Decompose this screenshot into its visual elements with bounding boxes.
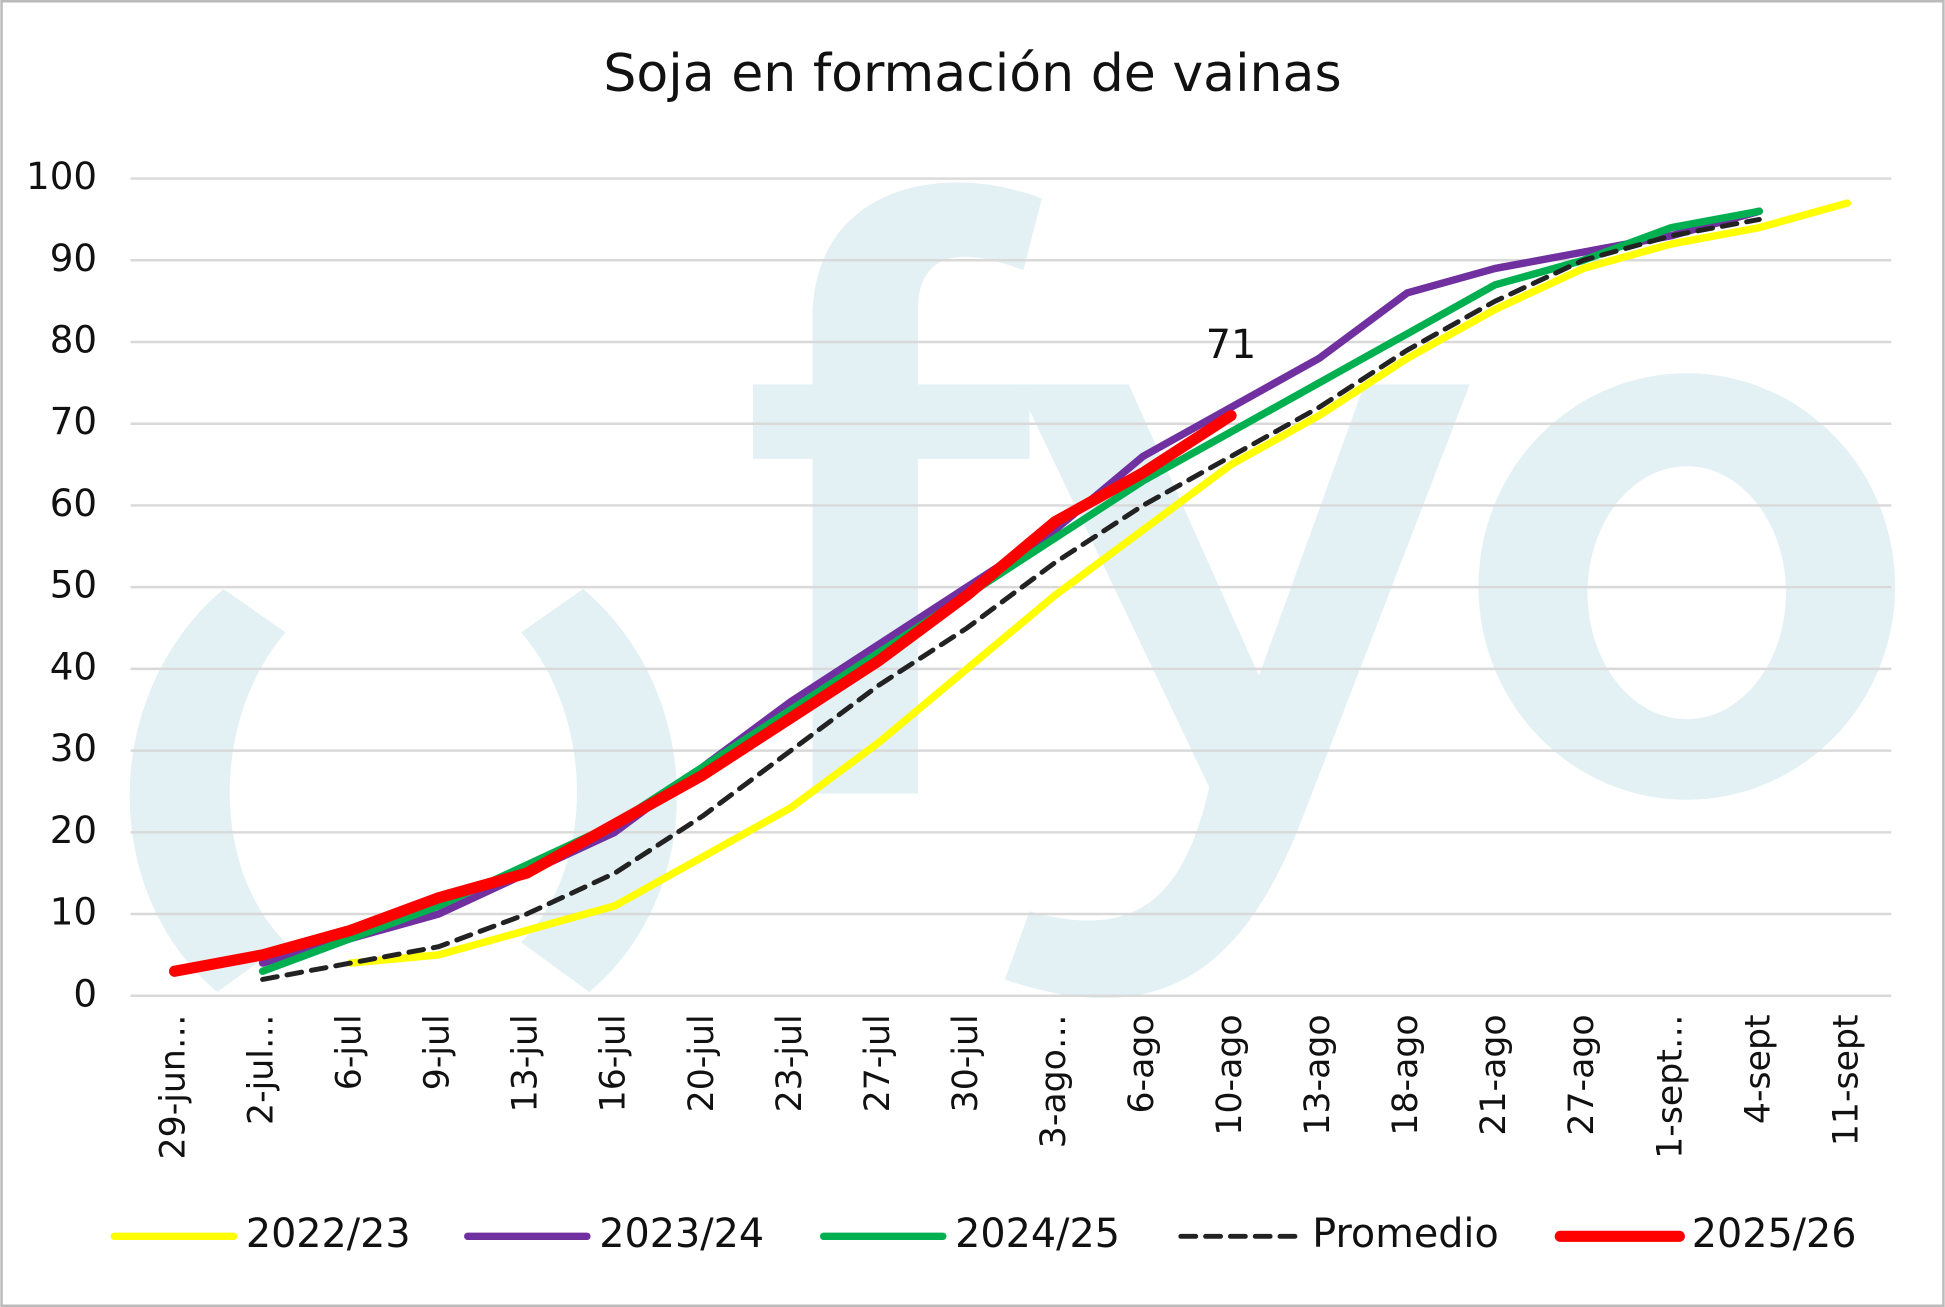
legend-label: 2023/24	[599, 1211, 764, 1257]
legend-label: 2024/25	[955, 1211, 1120, 1257]
watermark-hole	[1587, 466, 1786, 720]
legend-label: 2025/26	[1692, 1211, 1857, 1257]
chart-title: Soja en formación de vainas	[603, 44, 1341, 104]
series-line	[260, 216, 1762, 982]
x-tick-label: 11-sept	[1826, 1014, 1866, 1146]
y-tick-label: 60	[50, 481, 97, 525]
x-tick-label: 4-sept	[1738, 1014, 1778, 1124]
y-tick-label: 50	[50, 563, 97, 607]
x-tick-label: 27-ago	[1562, 1014, 1602, 1135]
x-tick-label: 6-jul	[330, 1014, 370, 1090]
y-tick-label: 10	[50, 890, 97, 934]
x-tick-label: 3-ago…	[1034, 1014, 1074, 1148]
y-tick-label: 70	[50, 399, 97, 443]
x-tick-label: 13-jul	[506, 1014, 546, 1112]
x-tick-label: 9-jul	[418, 1014, 458, 1090]
y-tick-label: 0	[73, 971, 97, 1015]
x-tick-label: 30-jul	[946, 1014, 986, 1112]
x-tick-label: 23-jul	[770, 1014, 810, 1112]
x-tick-label: 18-ago	[1386, 1014, 1426, 1135]
y-tick-label: 80	[50, 318, 97, 362]
x-tick-label: 13-ago	[1298, 1014, 1338, 1135]
x-tick-label: 6-ago	[1122, 1014, 1162, 1113]
x-tick-label: 21-ago	[1474, 1014, 1514, 1135]
series-line	[168, 409, 1237, 977]
y-tick-label: 40	[50, 644, 97, 688]
legend-label: Promedio	[1312, 1211, 1498, 1257]
x-tick-label: 1-sept…	[1650, 1014, 1690, 1158]
legend-label: 2022/23	[246, 1211, 411, 1257]
x-tick-label: 2-jul…	[242, 1014, 282, 1125]
x-tick-label: 29-jun…	[154, 1014, 194, 1159]
x-tick-label: 10-ago	[1210, 1014, 1250, 1135]
y-tick-label: 30	[50, 726, 97, 770]
annotation: 71	[1206, 322, 1256, 368]
y-tick-label: 90	[50, 236, 97, 280]
y-tick-label: 20	[50, 808, 97, 852]
x-tick-label: 20-jul	[682, 1014, 722, 1112]
x-tick-label: 27-jul	[858, 1014, 898, 1112]
x-tick-label: 16-jul	[594, 1014, 634, 1112]
series-line	[346, 199, 1852, 967]
y-tick-label: 100	[26, 154, 97, 198]
